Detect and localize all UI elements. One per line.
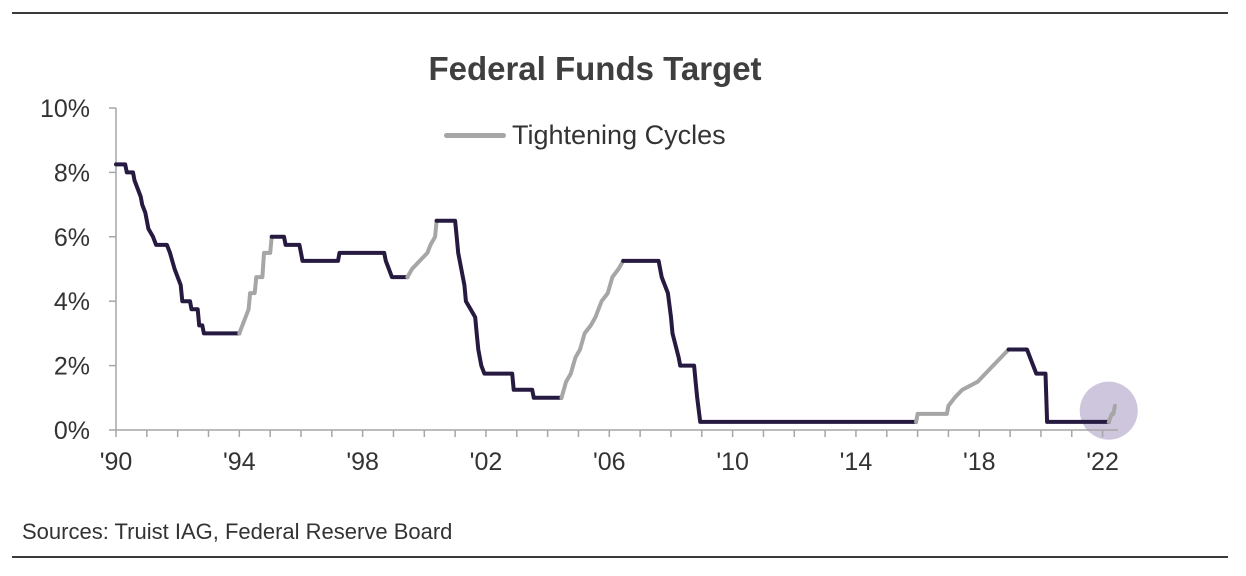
series-line-base	[621, 258, 919, 424]
legend-label-tightening: Tightening Cycles	[512, 120, 726, 150]
source-note: Sources: Truist IAG, Federal Reserve Boa…	[22, 519, 453, 544]
top-rule	[12, 12, 1228, 14]
x-tick-label: '10	[716, 448, 749, 476]
y-tick-label: 8%	[54, 159, 90, 187]
series-line-tightening	[1106, 403, 1117, 424]
series-line-base	[114, 162, 242, 336]
series-line-base	[434, 218, 564, 400]
series-line-tightening	[914, 347, 1011, 424]
highlight-circle	[1079, 381, 1138, 440]
y-tick-label: 4%	[54, 288, 90, 316]
series-line-tightening	[559, 258, 626, 400]
x-tick-label: '18	[963, 448, 996, 476]
x-tick-label: '06	[593, 448, 626, 476]
series-line-base	[1006, 347, 1111, 424]
y-tick-label: 10%	[40, 95, 90, 123]
x-tick-label: '90	[100, 448, 133, 476]
y-tick-label: 6%	[54, 224, 90, 252]
x-tick-label: '02	[470, 448, 503, 476]
y-tick-label: 0%	[54, 417, 90, 445]
y-tick-label: 2%	[54, 353, 90, 381]
chart-legend: Tightening Cycles	[444, 120, 726, 151]
x-tick-label: '14	[840, 448, 873, 476]
series-line-tightening	[405, 218, 439, 280]
x-tick-label: '22	[1086, 448, 1119, 476]
x-tick-label: '94	[223, 448, 256, 476]
bottom-rule	[12, 556, 1228, 558]
chart-title: Federal Funds Target	[428, 50, 762, 87]
legend-swatch-tightening	[444, 133, 506, 138]
series-line-tightening	[237, 234, 274, 336]
x-tick-label: '98	[346, 448, 379, 476]
series-line-base	[269, 234, 410, 280]
